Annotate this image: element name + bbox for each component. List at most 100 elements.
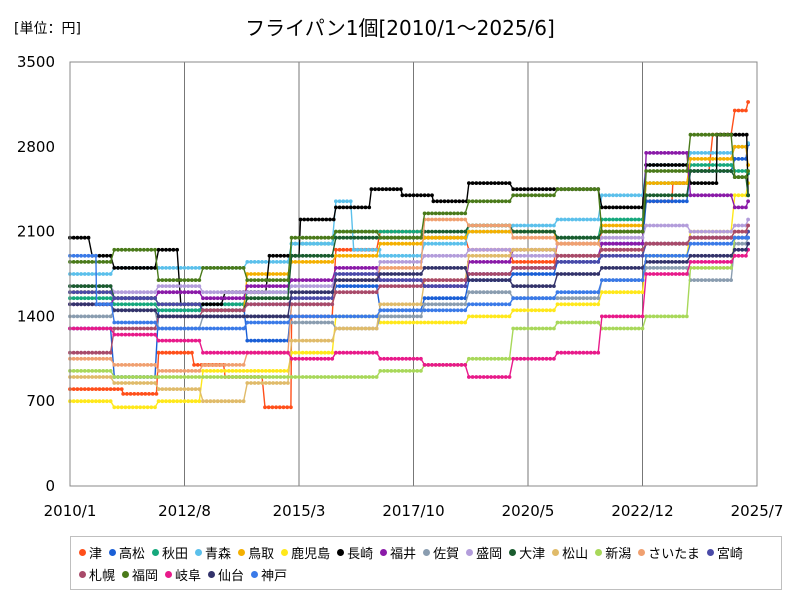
- data-point: [245, 314, 250, 319]
- data-point: [97, 356, 102, 361]
- legend-label: 福井: [390, 546, 417, 562]
- data-point: [116, 320, 120, 325]
- data-point: [396, 253, 401, 258]
- data-point: [145, 290, 150, 295]
- data-point: [636, 229, 641, 234]
- data-point: [699, 253, 704, 258]
- data-point: [178, 284, 183, 288]
- data-point: [422, 363, 427, 367]
- data-point: [238, 326, 242, 331]
- legend-item: 津: [79, 541, 102, 563]
- data-point: [518, 253, 523, 258]
- data-point: [153, 290, 157, 295]
- data-point: [153, 266, 157, 270]
- data-point: [433, 296, 438, 301]
- data-point: [171, 350, 176, 355]
- data-point: [101, 290, 106, 295]
- data-point: [485, 278, 490, 282]
- data-point: [718, 193, 722, 198]
- data-point: [430, 253, 434, 258]
- data-point: [500, 314, 504, 319]
- data-point: [352, 272, 357, 276]
- data-point: [419, 193, 423, 198]
- data-point: [382, 266, 386, 270]
- data-point: [555, 350, 560, 355]
- data-point: [467, 229, 471, 234]
- plot-frame: [69, 61, 758, 487]
- data-point: [356, 314, 360, 319]
- data-point: [160, 387, 165, 391]
- data-point: [367, 229, 372, 234]
- data-point: [119, 302, 124, 307]
- data-point: [511, 272, 516, 276]
- data-point: [651, 241, 656, 246]
- data-point: [544, 187, 549, 192]
- data-point: [293, 338, 298, 343]
- data-point: [282, 302, 287, 307]
- data-point: [448, 302, 453, 307]
- data-point: [153, 247, 157, 252]
- y-tick-label: 1400: [17, 307, 55, 325]
- data-point: [474, 229, 479, 234]
- data-point: [611, 266, 615, 270]
- data-point: [356, 229, 360, 234]
- data-point: [396, 266, 401, 270]
- data-point: [300, 235, 305, 240]
- data-point: [500, 278, 504, 282]
- data-point: [219, 302, 224, 307]
- data-point: [618, 266, 623, 270]
- legend-marker: [238, 548, 246, 556]
- data-point: [116, 326, 120, 331]
- data-point: [396, 241, 401, 246]
- data-point: [559, 217, 564, 222]
- data-point: [245, 338, 250, 343]
- data-point: [153, 332, 157, 337]
- data-point: [552, 356, 556, 361]
- data-point: [245, 284, 250, 288]
- data-point: [655, 266, 660, 270]
- data-point: [267, 253, 272, 258]
- data-point: [673, 266, 678, 270]
- data-point: [718, 253, 722, 258]
- data-point: [404, 266, 408, 270]
- data-point: [441, 320, 445, 325]
- data-point: [252, 302, 257, 307]
- data-point: [625, 205, 630, 210]
- data-point: [311, 356, 316, 361]
- data-point: [219, 296, 224, 301]
- data-point: [618, 290, 623, 295]
- data-point: [201, 290, 205, 295]
- data-point: [411, 320, 416, 325]
- data-point: [725, 260, 730, 264]
- data-point: [94, 369, 98, 373]
- data-point: [105, 375, 109, 379]
- data-point: [97, 290, 102, 295]
- data-point: [382, 241, 386, 246]
- data-point: [433, 284, 438, 288]
- data-point: [515, 272, 519, 276]
- data-point: [566, 260, 571, 264]
- data-point: [611, 223, 615, 228]
- data-point: [395, 187, 400, 192]
- data-point: [309, 217, 314, 222]
- data-point: [267, 272, 272, 276]
- data-point: [696, 241, 700, 246]
- data-point: [430, 296, 434, 301]
- data-point: [323, 350, 327, 355]
- data-point: [323, 302, 327, 307]
- data-point: [297, 235, 301, 240]
- data-point: [256, 278, 261, 282]
- data-point: [300, 253, 305, 258]
- data-point: [192, 363, 197, 367]
- data-point: [577, 272, 582, 276]
- data-point: [485, 253, 490, 258]
- data-point: [313, 217, 318, 222]
- data-point: [385, 278, 390, 282]
- data-point: [223, 369, 228, 373]
- data-point: [746, 100, 750, 104]
- data-point: [138, 405, 143, 410]
- data-point: [376, 187, 381, 192]
- data-point: [171, 387, 176, 391]
- data-point: [692, 193, 697, 198]
- data-point: [238, 308, 242, 313]
